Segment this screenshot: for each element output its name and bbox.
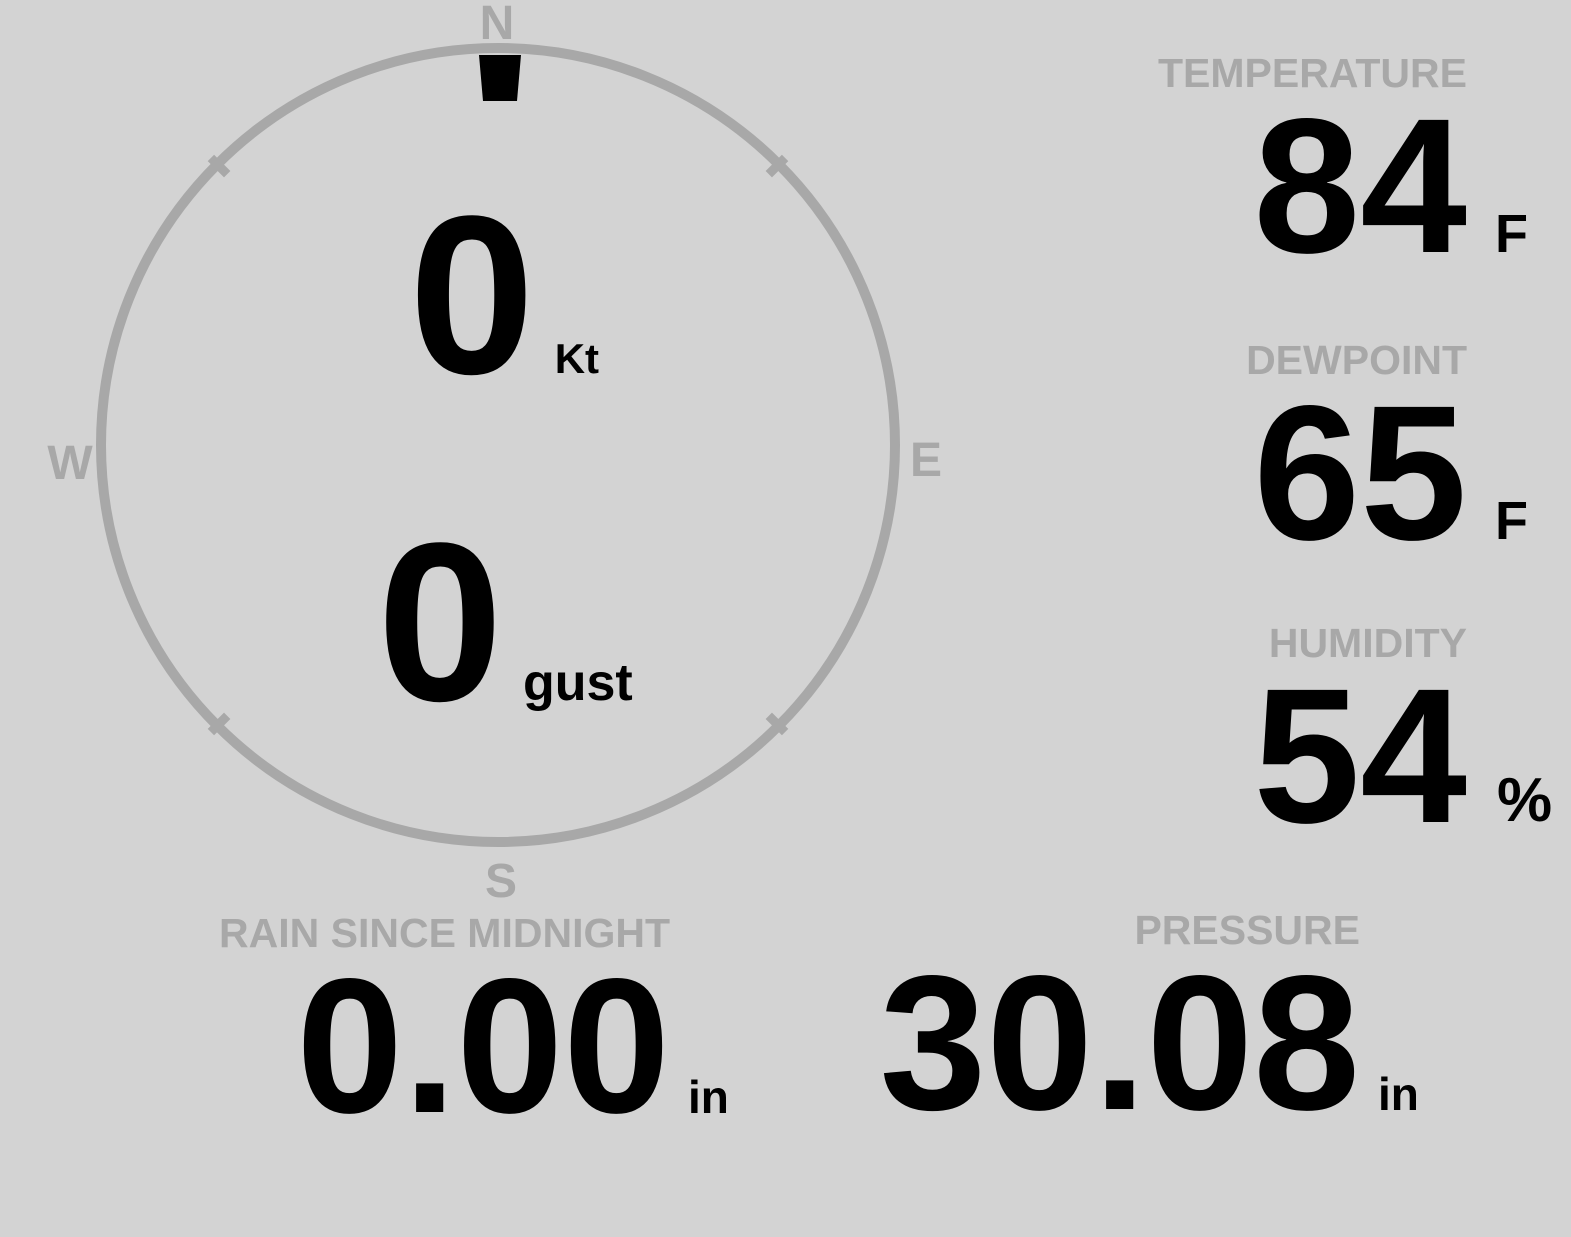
humidity-value: 54 % <box>1253 660 1552 852</box>
wind-gust-unit: gust <box>522 654 633 712</box>
compass-label-west: W <box>47 437 93 490</box>
rain-unit: in <box>688 1071 729 1123</box>
wind-gust-value: 0 <box>377 495 503 748</box>
humidity-unit: % <box>1497 766 1553 835</box>
compass-label-south: S <box>484 855 517 908</box>
pressure-reading: PRESSURE 30.08 in <box>880 907 1419 1139</box>
humidity-number: 54 <box>1253 648 1467 863</box>
dewpoint-number: 65 <box>1253 365 1467 580</box>
dewpoint-unit: F <box>1495 491 1528 551</box>
humidity-reading: HUMIDITY 54 % <box>1253 620 1552 852</box>
compass-label-east: E <box>909 434 942 487</box>
compass-tick-sw <box>207 712 231 736</box>
dewpoint-value: 65 F <box>1253 377 1528 569</box>
rain-number: 0.00 <box>296 938 670 1153</box>
compass-tick-ne <box>765 154 789 178</box>
compass-tick-se <box>765 712 789 736</box>
compass-label-north: N <box>479 0 515 50</box>
rain-reading: RAIN SINCE MIDNIGHT 0.00 in <box>219 910 729 1142</box>
compass-tick-nw <box>207 154 231 178</box>
pressure-unit: in <box>1378 1068 1419 1120</box>
compass-ring <box>96 43 900 847</box>
dewpoint-label: DEWPOINT <box>1246 337 1467 383</box>
humidity-label: HUMIDITY <box>1268 620 1467 666</box>
temperature-reading: TEMPERATURE 84 F <box>1157 50 1528 282</box>
wind-direction-marker <box>479 55 521 101</box>
wind-speed: 0 Kt <box>104 182 904 408</box>
pressure-number: 30.08 <box>879 935 1360 1150</box>
temperature-unit: F <box>1495 204 1528 264</box>
pressure-label: PRESSURE <box>1134 907 1360 953</box>
wind-gust: 0 gust <box>105 509 905 735</box>
rain-value: 0.00 in <box>296 950 729 1142</box>
temperature-value: 84 F <box>1253 90 1528 282</box>
wind-speed-value: 0 <box>408 168 535 421</box>
wind-speed-unit: Kt <box>554 335 600 382</box>
wind-compass <box>96 43 900 847</box>
dewpoint-reading: DEWPOINT 65 F <box>1246 337 1528 569</box>
rain-label: RAIN SINCE MIDNIGHT <box>219 910 670 956</box>
temperature-number: 84 <box>1253 78 1467 293</box>
temperature-label: TEMPERATURE <box>1157 50 1467 96</box>
pressure-value: 30.08 in <box>880 947 1419 1139</box>
